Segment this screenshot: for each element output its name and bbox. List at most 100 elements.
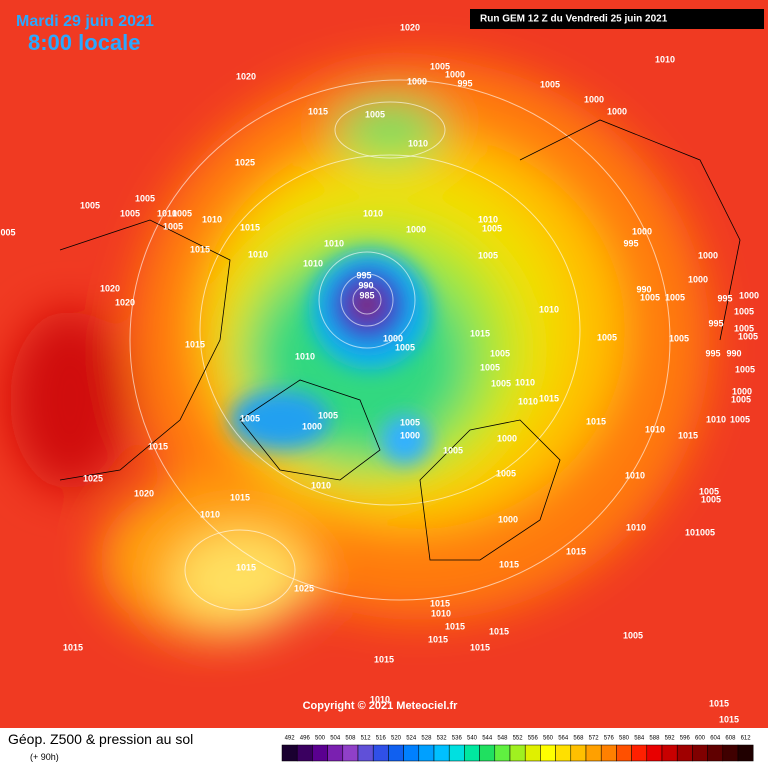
pressure-label: 1005 bbox=[240, 413, 260, 423]
scale-swatch bbox=[555, 744, 572, 762]
scale-label: 516 bbox=[376, 736, 387, 742]
pressure-label: 1020 bbox=[115, 297, 135, 307]
pressure-label: 1005 bbox=[597, 332, 617, 342]
pressure-label: 995 bbox=[623, 238, 638, 248]
pressure-label: 1010 bbox=[645, 424, 665, 434]
scale-swatch bbox=[433, 744, 450, 762]
scale-swatch bbox=[616, 744, 632, 762]
pressure-label: 1020 bbox=[400, 22, 420, 32]
legend-lead: (+ 90h) bbox=[30, 752, 59, 762]
pressure-label: 1005 bbox=[699, 486, 719, 496]
pressure-label: 1000 bbox=[739, 290, 759, 300]
scale-swatch bbox=[479, 744, 496, 762]
pressure-label: 1000 bbox=[632, 226, 652, 236]
pressure-label: 1010 bbox=[295, 351, 315, 361]
pressure-label: 1005 bbox=[730, 414, 750, 424]
time: 8:00 locale bbox=[28, 30, 141, 55]
scale-label: 588 bbox=[649, 736, 660, 742]
scale-label: 532 bbox=[437, 736, 448, 742]
date: Mardi 29 juin 2021 bbox=[16, 13, 154, 30]
scale-swatch bbox=[312, 744, 328, 762]
pressure-label: 1025 bbox=[294, 583, 314, 593]
scale-label: 528 bbox=[421, 736, 432, 742]
pressure-label: 1005 bbox=[480, 362, 500, 372]
pressure-label: 1020 bbox=[134, 488, 154, 498]
pressure-label: 1015 bbox=[539, 393, 559, 403]
scale-swatch bbox=[464, 744, 480, 762]
pressure-label: 1005 bbox=[120, 208, 140, 218]
scale-label: 604 bbox=[710, 736, 721, 742]
colorbar: 492 496 500 504 508 512 516 520 524 528 532 536 540 5… bbox=[281, 736, 754, 762]
pressure-label: 1005 bbox=[735, 364, 755, 374]
pressure-label: 1010 bbox=[515, 377, 535, 387]
pressure-label: 995 bbox=[708, 318, 723, 328]
pressure-label: 1000 bbox=[383, 333, 403, 343]
pressure-label: 1015 bbox=[499, 559, 519, 569]
scale-label: 492 bbox=[285, 736, 296, 742]
pressure-label: 1010 bbox=[518, 396, 538, 406]
run-box bbox=[470, 9, 764, 29]
pressure-label: 1000 bbox=[497, 433, 517, 443]
pressure-label: 1005 bbox=[490, 348, 510, 358]
pressure-label: 1010 bbox=[655, 54, 675, 64]
pressure-label: 1010 bbox=[303, 258, 323, 268]
scale-label: 520 bbox=[391, 736, 402, 742]
pressure-label: 101005 bbox=[685, 527, 715, 537]
pressure-label: 1010 bbox=[202, 214, 222, 224]
pressure-label: 1010 bbox=[626, 522, 646, 532]
scale-label: 504 bbox=[330, 736, 341, 742]
pressure-label: 1005 bbox=[496, 468, 516, 478]
copyright: Copyright © 2021 Meteociel.fr bbox=[303, 700, 459, 712]
pressure-label: 1005 bbox=[80, 200, 100, 210]
pressure-label: 1015 bbox=[709, 698, 729, 708]
scale-label: 612 bbox=[741, 736, 752, 742]
pressure-label: 1010 bbox=[706, 414, 726, 424]
scale-label: 584 bbox=[634, 736, 645, 742]
pressure-label: 1020 bbox=[236, 71, 256, 81]
pressure-label: 005 bbox=[0, 227, 15, 237]
scale-swatch bbox=[661, 744, 678, 762]
pressure-label: 1000 bbox=[498, 514, 518, 524]
pressure-label: 1005 bbox=[623, 630, 643, 640]
scale-label: 592 bbox=[665, 736, 676, 742]
pressure-label: 1025 bbox=[83, 473, 103, 483]
pressure-label: 1015 bbox=[308, 106, 328, 116]
legend-title: Géop. Z500 & pression au sol bbox=[8, 731, 193, 747]
coastlines bbox=[59, 119, 741, 561]
scale-swatch bbox=[327, 744, 344, 762]
scale-swatch bbox=[540, 744, 556, 762]
scale-label: 512 bbox=[361, 736, 372, 742]
pressure-label: 1015 bbox=[445, 621, 465, 631]
pressure-label: 1000 bbox=[607, 106, 627, 116]
pressure-label: 990 bbox=[636, 284, 651, 294]
low-field bbox=[230, 250, 430, 465]
pressure-label: 1015 bbox=[374, 654, 394, 664]
pressure-label: 1015 bbox=[719, 714, 739, 724]
scale-label: 548 bbox=[497, 736, 508, 742]
scale-swatch bbox=[707, 744, 724, 762]
scale-label: 596 bbox=[680, 736, 691, 742]
pressure-label: 990 bbox=[358, 280, 373, 290]
scale-swatch bbox=[646, 744, 663, 762]
pressure-label: 1005 bbox=[400, 417, 420, 427]
pressure-label: 1005 bbox=[701, 494, 721, 504]
pressure-label: 1005 bbox=[669, 333, 689, 343]
scale-swatch bbox=[372, 744, 389, 762]
pressure-label: 1000 bbox=[584, 94, 604, 104]
pressure-label: 1015 bbox=[190, 244, 210, 254]
scale-swatch bbox=[676, 744, 693, 762]
pressure-label: 1005 bbox=[163, 221, 183, 231]
pressure-label: 990 bbox=[726, 348, 741, 358]
pressure-label: 1005 bbox=[734, 306, 754, 316]
pressure-label: 1010 bbox=[200, 509, 220, 519]
pressure-label: 1010 bbox=[370, 694, 390, 704]
pressure-label: 1000 bbox=[406, 224, 426, 234]
pressure-label: 1015 bbox=[430, 598, 450, 608]
scale-label: 572 bbox=[589, 736, 600, 742]
scale-label: 576 bbox=[604, 736, 615, 742]
scale-label: 536 bbox=[452, 736, 463, 742]
pressure-label: 1010 bbox=[431, 608, 451, 618]
